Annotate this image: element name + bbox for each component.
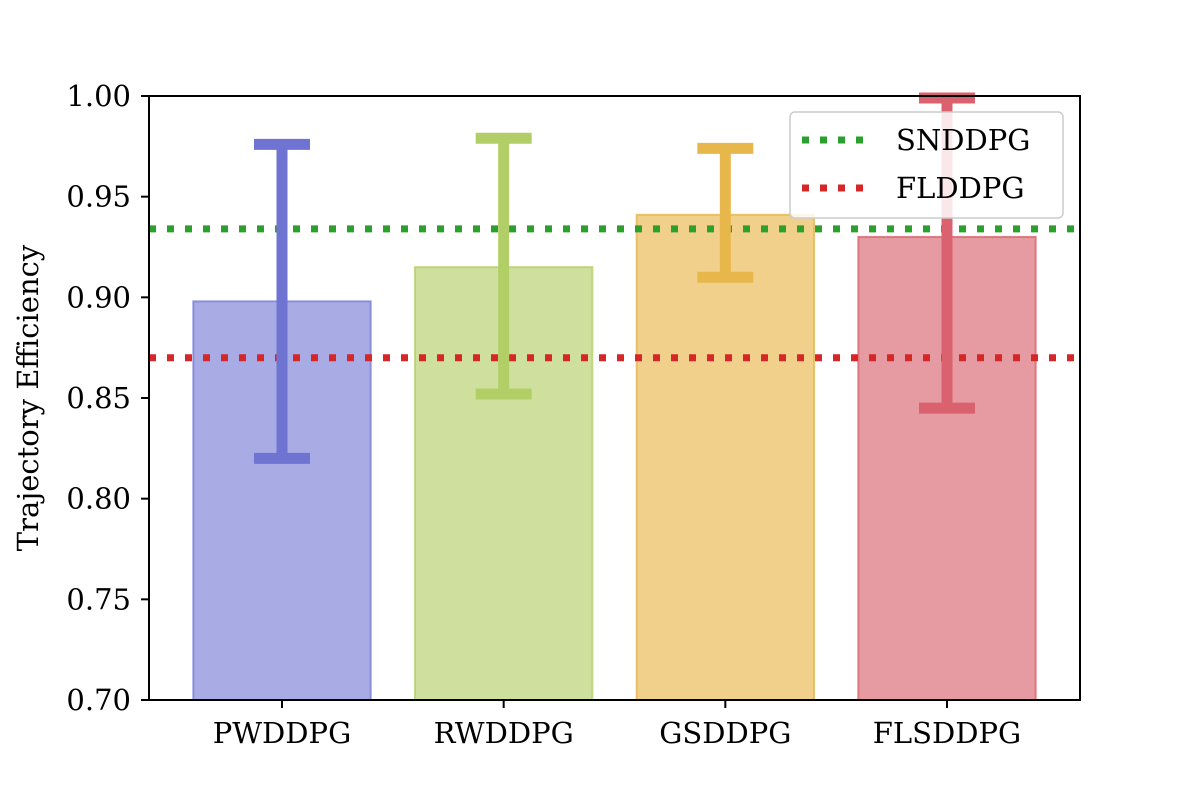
y-tick-label: 0.95 (66, 180, 131, 214)
y-tick-label: 0.70 (66, 683, 131, 717)
x-tick-label: RWDDPG (434, 716, 574, 750)
reference-lines (149, 225, 1080, 362)
x-tick-label: PWDDPG (213, 716, 352, 750)
bars (192, 213, 1037, 702)
legend: SNDDPG FLDDPG (789, 111, 1064, 219)
axes: 0.70 0.75 0.80 0.85 0.90 0.95 1.00 PWDDPG RWDDPG… (66, 79, 1081, 750)
error-bar-pwddpg (254, 138, 310, 464)
legend-label: SNDDPG (896, 123, 1030, 157)
legend-label: FLDDPG (896, 171, 1025, 205)
y-tick-label: 0.85 (66, 381, 131, 415)
x-tick-label: FLSDDPG (873, 716, 1021, 750)
y-tick-label: 0.75 (66, 582, 131, 616)
y-axis-title: Trajectory Efficiency (11, 244, 45, 551)
error-bar-rwddpg (475, 132, 532, 400)
y-tick-label: 0.90 (66, 280, 131, 314)
y-tick-label: 1.00 (66, 79, 131, 113)
x-tick-label: GSDDPG (659, 716, 791, 750)
y-tick-label: 0.80 (66, 482, 131, 516)
bar-gsddpg (635, 213, 816, 702)
error-bar-gsddpg (697, 142, 754, 283)
